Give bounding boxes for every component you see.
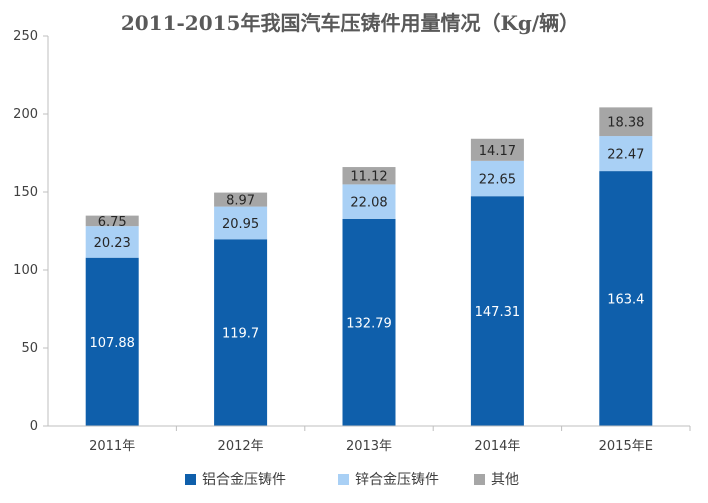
bar-segment xyxy=(470,160,524,197)
data-label: 163.4 xyxy=(607,293,644,308)
bar-segment xyxy=(214,239,268,426)
bar-segment xyxy=(470,138,524,161)
data-label: 8.97 xyxy=(226,194,255,209)
x-tick-label: 2012年 xyxy=(218,439,264,454)
data-label: 22.65 xyxy=(479,173,516,188)
bar-segment xyxy=(342,184,396,219)
data-label: 132.79 xyxy=(346,316,392,331)
data-label: 14.17 xyxy=(479,144,516,159)
legend-swatch xyxy=(185,474,196,485)
x-axis: 2011年 2012年 2013年 2014年 2015年E xyxy=(48,425,691,454)
bars: 107.88 20.23 6.75 119.7 20.95 8.97 132.79 22.08… xyxy=(85,107,653,426)
data-label: 18.38 xyxy=(607,116,644,131)
y-tick-label: 200 xyxy=(13,107,38,122)
legend-swatch xyxy=(474,474,485,485)
data-label: 119.7 xyxy=(222,327,259,342)
x-tick-label: 2014年 xyxy=(474,439,520,454)
y-tick-label: 0 xyxy=(30,419,38,434)
bar-segment xyxy=(214,206,268,240)
legend-label: 锌合金压铸件 xyxy=(355,472,439,488)
x-tick-label: 2013年 xyxy=(346,439,392,454)
bar-segment xyxy=(85,226,139,258)
legend-label: 其他 xyxy=(491,472,519,488)
x-tick-label: 2011年 xyxy=(89,439,135,454)
bar-segment xyxy=(85,257,139,426)
y-tick-label: 50 xyxy=(21,341,38,356)
data-label: 11.12 xyxy=(350,170,387,185)
y-tick-label: 100 xyxy=(13,263,38,278)
data-label: 20.23 xyxy=(94,236,131,251)
bar-segment xyxy=(470,196,524,426)
bar-segment xyxy=(214,192,268,207)
bar-segment xyxy=(342,167,396,185)
bar-segment xyxy=(85,215,139,227)
data-label: 22.08 xyxy=(350,196,387,211)
x-tick-label: 2015年E xyxy=(599,439,653,454)
data-label: 107.88 xyxy=(89,336,135,351)
data-label: 20.95 xyxy=(222,217,259,232)
bar-segment xyxy=(599,171,653,426)
data-label: 6.75 xyxy=(98,215,127,230)
legend: 铝合金压铸件 锌合金压铸件 其他 xyxy=(185,472,519,488)
y-tick-label: 250 xyxy=(13,29,38,44)
bar-segment xyxy=(342,218,396,426)
chart-title: 2011-2015年我国汽车压铸件用量情况（Kg/辆） xyxy=(121,11,579,35)
data-label: 147.31 xyxy=(475,305,521,320)
data-label: 22.47 xyxy=(607,148,644,163)
legend-swatch xyxy=(338,474,349,485)
legend-label: 铝合金压铸件 xyxy=(202,472,286,488)
bar-segment xyxy=(599,136,653,172)
y-axis: 0 50 100 150 200 250 xyxy=(13,29,49,434)
y-tick-label: 150 xyxy=(13,185,38,200)
bar-segment xyxy=(599,107,653,137)
